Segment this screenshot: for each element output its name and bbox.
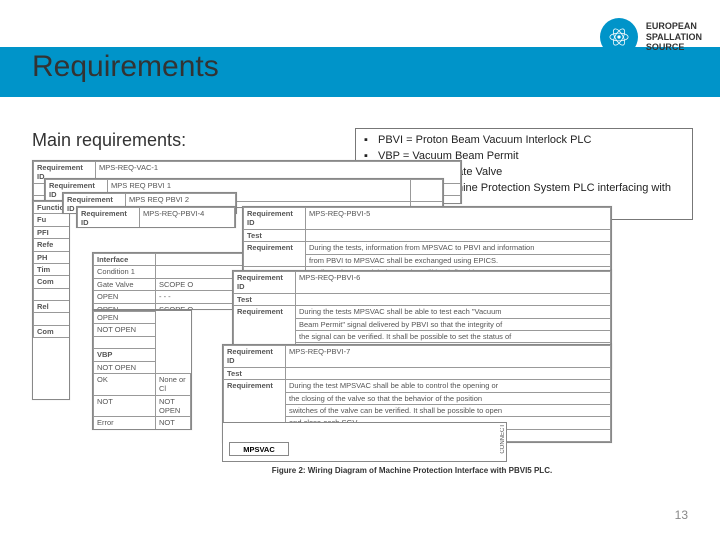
label-strip-1: Functional Fu PFI Refe PH Tim Com Rel Co… [32, 200, 70, 400]
page-title: Requirements [32, 50, 219, 84]
logo-icon [600, 18, 638, 56]
connect-label: CONNECT [500, 424, 506, 454]
mpsvac-box: MPSVAC [229, 442, 289, 456]
logo-line: SPALLATION [646, 32, 702, 43]
subtitle: Main requirements: [32, 130, 186, 151]
req-card-pbvi4: Requirement IDMPS-REQ-PBVI-4 Functional [76, 206, 236, 228]
ess-logo: EUROPEAN SPALLATION SOURCE [600, 18, 702, 56]
gate-valve-table: Interface Condition 1 Gate ValveSCOPE O … [92, 252, 252, 310]
logo-text: EUROPEAN SPALLATION SOURCE [646, 21, 702, 53]
legend-item: PBVI = Proton Beam Vacuum Interlock PLC [378, 133, 684, 149]
requirements-stack: Requirement IDMPS-REQ-VAC-1 There shall … [32, 160, 672, 490]
vbp-table: OPEN NOT OPEN VBP NOT OPEN OKNone or Cl … [92, 310, 192, 430]
logo-line: SOURCE [646, 42, 702, 53]
page-number: 13 [675, 508, 688, 522]
figure-caption: Figure 2: Wiring Diagram of Machine Prot… [222, 466, 602, 475]
wiring-diagram: MPSVAC [222, 422, 507, 462]
logo-line: EUROPEAN [646, 21, 702, 32]
